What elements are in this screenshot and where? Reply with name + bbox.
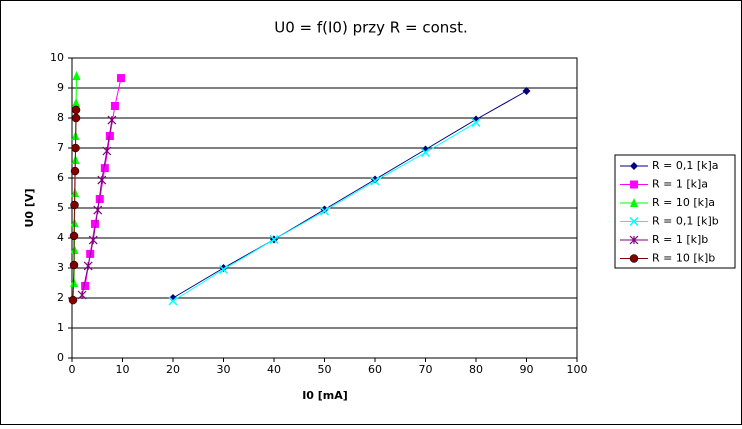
marker xyxy=(90,219,99,228)
x-tick-label: 70 xyxy=(419,363,433,376)
marker xyxy=(77,290,87,300)
marker xyxy=(97,175,107,185)
marker xyxy=(371,175,379,184)
legend-label: R = 1 [k]a xyxy=(652,178,708,191)
series-line xyxy=(72,109,77,301)
marker xyxy=(100,164,109,173)
legend-label: R = 0,1 [k]a xyxy=(652,159,719,172)
y-tick-label: 3 xyxy=(57,261,64,274)
x-tick-label: 90 xyxy=(520,363,534,376)
marker xyxy=(102,146,112,156)
marker xyxy=(420,147,431,158)
x-tick-label: 80 xyxy=(469,363,483,376)
y-tick-label: 7 xyxy=(57,141,64,154)
y-tick-label: 8 xyxy=(57,111,64,124)
marker xyxy=(522,87,531,95)
marker xyxy=(269,234,279,245)
marker xyxy=(107,115,117,125)
marker xyxy=(319,206,330,216)
y-tick-label: 10 xyxy=(50,51,64,64)
x-tick-label: 40 xyxy=(267,363,281,376)
legend-marker xyxy=(630,162,638,170)
y-tick-label: 5 xyxy=(57,201,64,214)
marker xyxy=(81,282,90,290)
legend-box xyxy=(614,154,736,269)
marker xyxy=(105,132,114,140)
y-tick-label: 4 xyxy=(57,231,64,244)
series-line xyxy=(172,90,527,299)
marker xyxy=(71,105,81,115)
marker xyxy=(116,74,125,83)
legend-marker xyxy=(629,216,639,227)
chart-title: U0 = f(I0) przy R = const. xyxy=(274,19,467,37)
y-tick-label: 2 xyxy=(57,291,64,304)
marker xyxy=(471,117,481,128)
marker xyxy=(70,278,79,287)
marker xyxy=(320,205,329,214)
y-tick-label: 1 xyxy=(57,321,64,334)
legend-marker xyxy=(630,180,638,189)
marker xyxy=(83,261,93,271)
marker xyxy=(95,195,104,203)
marker xyxy=(219,264,228,272)
marker xyxy=(370,176,380,186)
x-tick-label: 20 xyxy=(166,363,180,376)
marker xyxy=(71,113,81,123)
legend-marker xyxy=(629,254,639,263)
marker xyxy=(69,260,79,270)
x-tick-label: 0 xyxy=(69,363,76,376)
marker xyxy=(72,71,81,80)
legend-label: R = 10 [k]b xyxy=(652,252,715,265)
legend-marker xyxy=(630,198,638,207)
legend-label: R = 10 [k]a xyxy=(652,196,715,209)
marker xyxy=(88,235,98,245)
x-tick-label: 100 xyxy=(567,363,588,376)
legend-marker xyxy=(629,235,639,245)
x-tick-label: 50 xyxy=(318,363,332,376)
y-tick-label: 6 xyxy=(57,171,64,184)
legend-label: R = 1 [k]b xyxy=(652,233,708,246)
marker xyxy=(110,102,119,110)
y-tick-label: 9 xyxy=(57,81,64,94)
marker xyxy=(70,245,79,254)
y-tick-label: 0 xyxy=(57,351,64,364)
marker xyxy=(93,205,103,215)
marker xyxy=(71,143,80,153)
marker xyxy=(168,296,178,306)
marker xyxy=(68,295,78,305)
marker xyxy=(72,98,81,107)
marker xyxy=(70,200,79,210)
marker xyxy=(218,264,229,275)
y-axis-label: U0 [V] xyxy=(23,189,36,228)
legend-label: R = 0,1 [k]b xyxy=(652,215,719,228)
x-tick-label: 30 xyxy=(217,363,231,376)
marker xyxy=(70,166,80,176)
x-tick-label: 60 xyxy=(368,363,382,376)
x-tick-label: 10 xyxy=(116,363,130,376)
marker xyxy=(69,231,79,241)
x-axis-label: I0 [mA] xyxy=(302,389,348,402)
